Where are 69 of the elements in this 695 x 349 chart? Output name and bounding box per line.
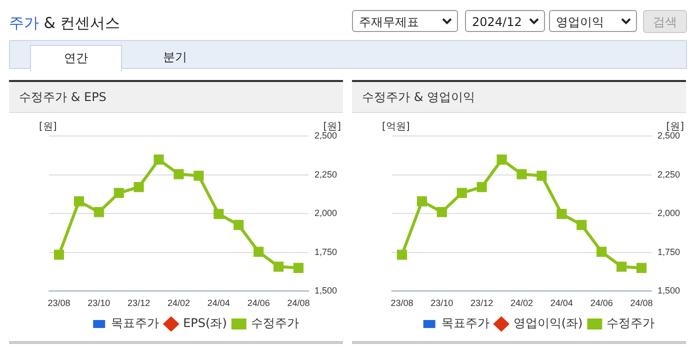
point: [596, 246, 607, 257]
x-tick-label: 23/10: [430, 298, 454, 308]
text: 분기: [162, 49, 188, 66]
point: [496, 154, 507, 165]
x-tick-label: 23/12: [128, 298, 150, 308]
y2-tick-label: 1,500: [657, 286, 680, 296]
point: [416, 196, 427, 206]
text: 연간: [30, 45, 122, 71]
y2-tick-label: 2,000: [657, 208, 680, 218]
point: [254, 246, 264, 257]
text: 검색: [643, 10, 687, 33]
point: [576, 220, 587, 230]
point: [536, 170, 547, 181]
point: [194, 170, 204, 181]
legend-label: 목표주가: [441, 316, 490, 330]
point: [616, 262, 627, 272]
text: 영업이익: [549, 10, 637, 32]
x-tick-label: 23/08: [390, 298, 414, 308]
y2-tick-label: 2,250: [314, 169, 338, 180]
y2-tick-label: 1,750: [314, 246, 338, 257]
x-tick-label: 24/08: [287, 298, 310, 308]
y2-axis-title: [원]: [323, 122, 342, 133]
point: [54, 250, 64, 260]
x-tick-label: 24/02: [167, 298, 190, 308]
legend-label: 영업이익(좌): [513, 316, 583, 330]
legend-label: EPS(좌): [183, 316, 227, 330]
text: 2024/12: [465, 10, 545, 32]
y-axis-title: [억원]: [382, 122, 410, 133]
chart-title: 수정주가 & EPS: [9, 82, 343, 113]
point: [74, 196, 84, 206]
point: [636, 262, 647, 273]
point: [214, 208, 224, 219]
legend-label: 목표주가: [111, 316, 160, 330]
y2-tick-label: 1,750: [657, 246, 680, 257]
x-tick-label: 24/04: [550, 298, 573, 308]
y2-tick-label: 2,000: [314, 208, 338, 218]
x-tick-label: 24/08: [630, 298, 653, 308]
y2-tick-label: 1,500: [314, 286, 338, 296]
x-tick-label: 24/02: [510, 298, 534, 308]
x-tick-label: 23/08: [48, 298, 70, 308]
point: [274, 262, 284, 272]
point: [154, 154, 164, 165]
text: 주가 & 컨센서스: [9, 14, 120, 33]
point: [293, 262, 304, 273]
x-tick-label: 23/10: [88, 298, 110, 308]
chart-title: 수정주가 & 영업이익: [352, 82, 686, 113]
point: [436, 207, 447, 218]
legend-label: 수정주가: [250, 316, 299, 330]
point: [516, 169, 527, 180]
point: [556, 208, 567, 219]
point: [94, 207, 104, 218]
point: [114, 188, 124, 198]
text: 주재무제표: [352, 10, 458, 32]
point: [174, 169, 184, 180]
point: [134, 182, 144, 192]
y2-tick-label: 2,250: [657, 169, 680, 180]
legend-label: 수정주가: [606, 316, 655, 330]
y2-tick-label: 2,500: [314, 130, 338, 140]
y-axis-title: [원]: [39, 122, 57, 133]
point: [396, 250, 408, 260]
point: [476, 182, 487, 192]
x-tick-label: 24/04: [207, 298, 230, 308]
x-tick-label: 24/06: [590, 298, 613, 308]
point: [456, 188, 467, 198]
y2-tick-label: 2,500: [657, 130, 680, 140]
x-tick-label: 24/06: [247, 298, 270, 308]
y2-axis-title: [원]: [666, 122, 684, 133]
x-tick-label: 23/12: [470, 298, 494, 308]
point: [234, 220, 244, 230]
